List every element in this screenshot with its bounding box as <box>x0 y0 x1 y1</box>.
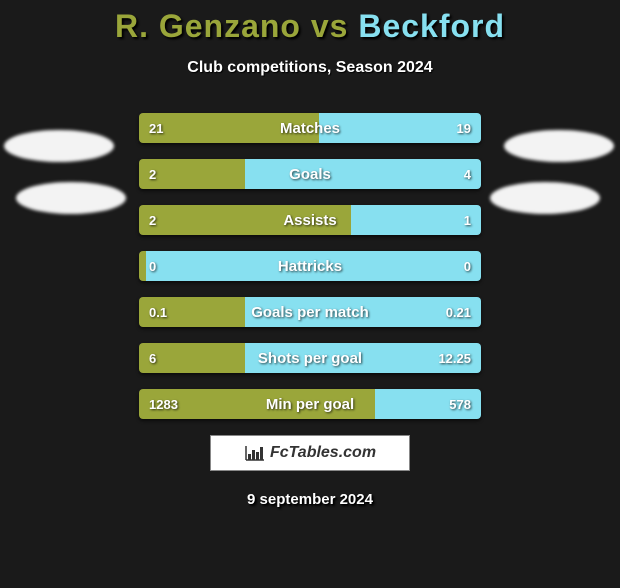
footer-date: 9 september 2024 <box>0 491 620 508</box>
vs-label: vs <box>311 8 349 44</box>
stat-row: 0.10.21Goals per match <box>139 297 481 327</box>
avatar-placeholder-oval <box>16 182 126 214</box>
stat-row: 21Assists <box>139 205 481 235</box>
stat-label: Goals <box>139 159 481 189</box>
subtitle: Club competitions, Season 2024 <box>0 59 620 77</box>
stat-row: 1283578Min per goal <box>139 389 481 419</box>
player1-name: R. Genzano <box>115 8 301 44</box>
stats-container: 2119Matches 24Goals 21Assists 00Hattricks 0.… <box>139 113 481 419</box>
stat-label: Matches <box>139 113 481 143</box>
stat-label: Min per goal <box>139 389 481 419</box>
brand-badge: FcTables.com <box>210 435 410 471</box>
stat-label: Hattricks <box>139 251 481 281</box>
stat-label: Assists <box>139 205 481 235</box>
avatar-placeholder-oval <box>490 182 600 214</box>
stat-row: 24Goals <box>139 159 481 189</box>
brand-text: FcTables.com <box>270 444 376 462</box>
brand-chart-icon <box>244 444 266 462</box>
stat-label: Goals per match <box>139 297 481 327</box>
player2-name: Beckford <box>358 8 505 44</box>
stat-row: 2119Matches <box>139 113 481 143</box>
stat-row: 00Hattricks <box>139 251 481 281</box>
comparison-title: R. Genzano vs Beckford <box>0 8 620 45</box>
stat-row: 612.25Shots per goal <box>139 343 481 373</box>
avatar-placeholder-oval <box>4 130 114 162</box>
avatar-placeholder-oval <box>504 130 614 162</box>
stat-label: Shots per goal <box>139 343 481 373</box>
